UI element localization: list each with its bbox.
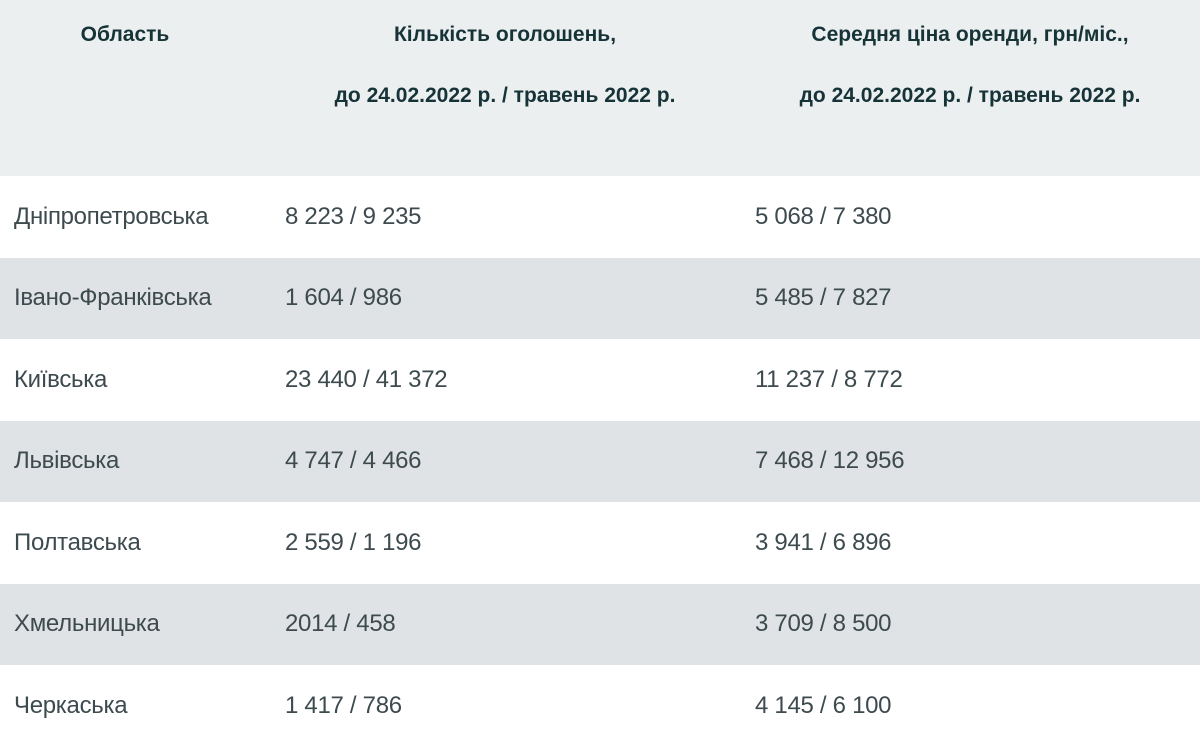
header-region: Область: [0, 0, 270, 176]
cell-listing-count: 1 417 / 786: [285, 691, 402, 719]
cell-region: Полтавська: [14, 528, 141, 556]
header-average-price-period: до 24.02.2022 р. / травень 2022 р.: [799, 84, 1141, 107]
cell-listing-count: 1 604 / 986: [285, 284, 402, 312]
cell-listing-count: 2014 / 458: [285, 610, 396, 638]
table-row: Дніпропетровська 8 223 / 9 235 5 068 / 7…: [0, 176, 1200, 258]
table-row: Хмельницька 2014 / 458 3 709 / 8 500: [0, 583, 1200, 665]
header-average-price-label: Середня ціна оренди, грн/міс.,: [811, 23, 1129, 46]
table-row: Івано-Франківська 1 604 / 986 5 485 / 7 …: [0, 257, 1200, 339]
cell-listing-count: 8 223 / 9 235: [285, 202, 422, 230]
cell-region: Дніпропетровська: [14, 202, 209, 230]
table-row: Полтавська 2 559 / 1 196 3 941 / 6 896: [0, 502, 1200, 584]
cell-region: Хмельницька: [14, 610, 160, 638]
cell-listing-count: 2 559 / 1 196: [285, 528, 422, 556]
header-listing-count: Кількість оголошень, до 24.02.2022 р. / …: [270, 0, 740, 176]
cell-region: Черкаська: [14, 691, 128, 719]
header-listing-count-label: Кількість оголошень,: [393, 23, 617, 46]
header-listing-count-period: до 24.02.2022 р. / травень 2022 р.: [334, 84, 676, 107]
cell-average-price: 7 468 / 12 956: [755, 447, 905, 475]
cell-region: Івано-Франківська: [14, 284, 212, 312]
cell-average-price: 3 941 / 6 896: [755, 528, 892, 556]
cell-average-price: 3 709 / 8 500: [755, 610, 892, 638]
cell-region: Київська: [14, 365, 108, 393]
table-header-row: Область Кількість оголошень, до 24.02.20…: [0, 0, 1200, 176]
cell-average-price: 5 485 / 7 827: [755, 284, 892, 312]
cell-average-price: 5 068 / 7 380: [755, 202, 892, 230]
header-region-label: Область: [80, 23, 170, 46]
table-row: Львівська 4 747 / 4 466 7 468 / 12 956: [0, 420, 1200, 502]
cell-average-price: 4 145 / 6 100: [755, 691, 892, 719]
header-average-price: Середня ціна оренди, грн/міс., до 24.02.…: [740, 0, 1200, 176]
cell-listing-count: 4 747 / 4 466: [285, 447, 422, 475]
table-row: Черкаська 1 417 / 786 4 145 / 6 100: [0, 665, 1200, 735]
table-row: Київська 23 440 / 41 372 11 237 / 8 772: [0, 339, 1200, 421]
cell-region: Львівська: [14, 447, 119, 475]
cell-average-price: 11 237 / 8 772: [755, 365, 903, 393]
cell-listing-count: 23 440 / 41 372: [285, 365, 448, 393]
